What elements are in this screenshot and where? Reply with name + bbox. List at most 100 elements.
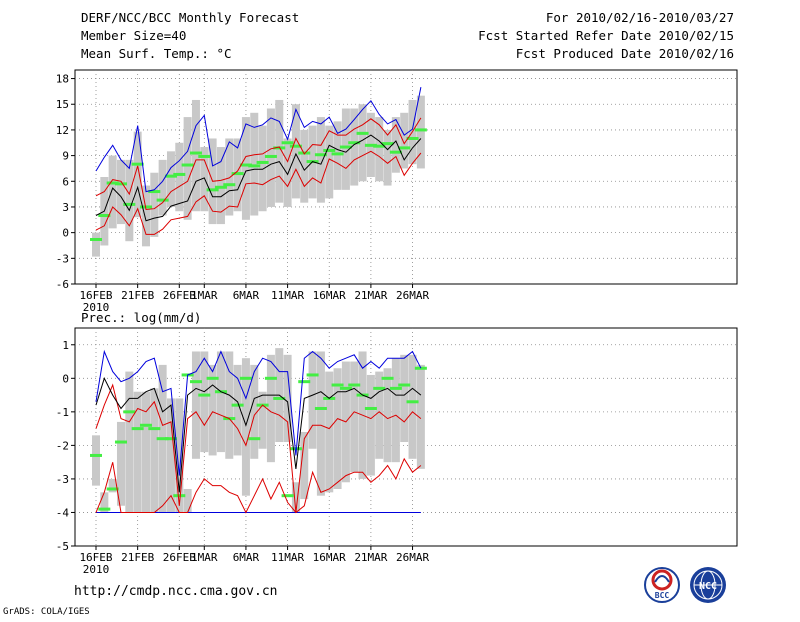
ensemble-box bbox=[391, 358, 400, 463]
ensemble-box bbox=[383, 368, 392, 463]
y-tick-label: -3 bbox=[56, 473, 69, 486]
ensemble-box bbox=[250, 112, 259, 216]
median-marker bbox=[373, 144, 386, 148]
y-tick-label: -2 bbox=[56, 439, 69, 452]
ensemble-box bbox=[116, 159, 125, 225]
x-tick-label: 21FEB bbox=[121, 551, 154, 564]
median-marker bbox=[248, 437, 261, 441]
blue-upper-line bbox=[95, 349, 422, 476]
y-tick-label: 0 bbox=[62, 372, 69, 385]
ensemble-box bbox=[125, 371, 134, 513]
ensemble-box bbox=[325, 125, 334, 199]
ensemble-box bbox=[175, 142, 184, 212]
median-marker bbox=[373, 386, 386, 390]
y-tick-label: -3 bbox=[56, 252, 69, 265]
median-marker bbox=[114, 440, 127, 444]
ensemble-box bbox=[275, 99, 284, 203]
ensemble-box bbox=[108, 155, 117, 229]
ensemble-box bbox=[183, 117, 192, 220]
ncc-logo-text: NCC bbox=[699, 581, 717, 592]
x-tick-label: 1MAR bbox=[191, 551, 218, 564]
produced-date: Fcst Produced Date 2010/02/16 bbox=[516, 46, 734, 61]
y-tick-label: -5 bbox=[56, 540, 69, 553]
ensemble-box bbox=[225, 351, 234, 459]
median-marker bbox=[323, 148, 336, 152]
median-marker bbox=[298, 380, 311, 384]
median-marker bbox=[223, 183, 236, 187]
ensemble-box bbox=[100, 492, 109, 513]
median-marker bbox=[389, 150, 402, 154]
median-marker bbox=[206, 376, 219, 380]
bcc-logo: BCC bbox=[644, 567, 680, 603]
ensemble-box bbox=[333, 368, 342, 489]
source-url: http://cmdp.ncc.cma.gov.cn bbox=[74, 584, 278, 599]
ensemble-box bbox=[391, 117, 400, 173]
ensemble-box bbox=[358, 104, 367, 182]
ensemble-box bbox=[133, 391, 142, 513]
median-marker bbox=[339, 145, 352, 149]
y-tick-label: 1 bbox=[62, 339, 69, 352]
median-marker bbox=[356, 131, 369, 135]
median-marker bbox=[348, 141, 361, 145]
median-marker bbox=[314, 153, 327, 157]
ensemble-box bbox=[191, 99, 200, 212]
x-tick-label: 11MAR bbox=[271, 551, 304, 564]
median-marker bbox=[131, 427, 144, 431]
median-marker bbox=[348, 383, 361, 387]
ensemble-box bbox=[350, 108, 359, 186]
ncc-logo: NCC bbox=[690, 567, 726, 603]
ensemble-box bbox=[150, 172, 159, 237]
median-marker bbox=[264, 376, 277, 380]
median-marker bbox=[239, 376, 252, 380]
red-upper-line bbox=[95, 117, 422, 211]
ensemble-box bbox=[241, 358, 250, 496]
median-marker bbox=[239, 163, 252, 167]
y-tick-label: -1 bbox=[56, 406, 69, 419]
ensemble-box bbox=[341, 108, 350, 190]
ensemble-box bbox=[416, 364, 425, 469]
x-tick-label: 16FEB bbox=[79, 551, 112, 564]
median-marker bbox=[398, 383, 411, 387]
x-tick-label: 21MAR bbox=[354, 289, 387, 302]
median-marker bbox=[181, 163, 194, 167]
x-tick-label: 1MAR bbox=[191, 289, 218, 302]
x-tick-label: 26FEB bbox=[163, 289, 196, 302]
median-marker bbox=[148, 190, 161, 194]
y-tick-label: 9 bbox=[62, 150, 69, 163]
median-marker bbox=[256, 160, 269, 164]
x-tick-label: 16MAR bbox=[313, 289, 346, 302]
ensemble-box bbox=[166, 398, 175, 513]
ensemble-box bbox=[366, 374, 375, 476]
blue-upper-line bbox=[95, 87, 422, 193]
median-marker bbox=[364, 143, 377, 147]
refer-date: Fcst Started Refer Date 2010/02/15 bbox=[478, 28, 734, 43]
median-marker bbox=[414, 366, 427, 370]
median-marker bbox=[406, 136, 419, 140]
ensemble-box bbox=[108, 478, 117, 493]
median-marker bbox=[198, 393, 211, 397]
median-marker bbox=[106, 181, 119, 185]
median-marker bbox=[231, 403, 244, 407]
ensemble-box bbox=[191, 351, 200, 459]
x-tick-label: 11MAR bbox=[271, 289, 304, 302]
median-marker bbox=[289, 447, 302, 451]
ensemble-box bbox=[291, 482, 300, 513]
median-marker bbox=[331, 383, 344, 387]
median-marker bbox=[189, 380, 202, 384]
forecast-period: For 2010/02/16-2010/03/27 bbox=[546, 10, 734, 25]
ensemble-box bbox=[300, 129, 309, 203]
bcc-logo-text: BCC bbox=[655, 591, 670, 600]
ensemble-box bbox=[116, 421, 125, 506]
plot-frame bbox=[74, 327, 738, 547]
median-marker bbox=[114, 182, 127, 186]
x-tick-label: 21MAR bbox=[354, 551, 387, 564]
ensemble-box bbox=[316, 117, 325, 203]
median-marker bbox=[398, 146, 411, 150]
median-marker bbox=[389, 386, 402, 390]
y-tick-label: 18 bbox=[56, 73, 69, 86]
ensemble-box bbox=[400, 354, 409, 443]
ensemble-mean-line bbox=[95, 134, 422, 222]
ensemble-box bbox=[200, 147, 209, 212]
ensemble-box bbox=[141, 391, 150, 513]
ensemble-box bbox=[125, 159, 134, 242]
